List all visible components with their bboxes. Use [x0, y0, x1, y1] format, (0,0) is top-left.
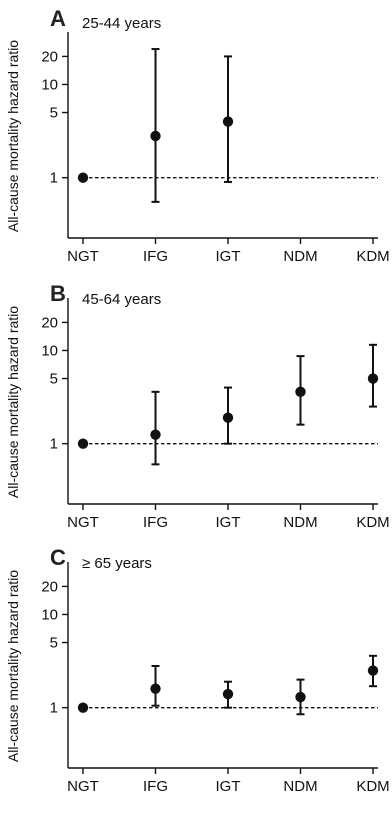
x-tick-label: IFG	[143, 514, 168, 531]
y-axis-label: All-cause mortality hazard ratio	[5, 40, 21, 232]
panel-a: A 25-44 years All-cause mortality hazard…	[5, 6, 390, 265]
x-tick-label: IFG	[143, 248, 168, 265]
y-tick-label: 20	[41, 48, 58, 65]
data-marks	[77, 343, 379, 466]
data-point	[77, 702, 89, 713]
y-tick-label: 5	[50, 105, 58, 122]
x-tick-label: NGT	[67, 778, 99, 795]
data-marks	[77, 654, 379, 716]
x-tick-label: IFG	[143, 778, 168, 795]
data-point	[222, 412, 234, 423]
x-tick-label: NGT	[67, 248, 99, 265]
x-tick-label: KDM	[356, 778, 389, 795]
x-axis: NGT IFG IGT NDM KDM	[67, 237, 390, 265]
panel-letter: B	[50, 281, 66, 306]
data-point	[150, 130, 161, 142]
data-point	[150, 683, 161, 694]
data-point	[222, 116, 234, 127]
y-axis: 1 5 10 20	[41, 32, 69, 238]
y-axis: 1 5 10 20	[41, 562, 69, 768]
y-tick-label: 10	[41, 76, 58, 93]
y-tick-label: 20	[41, 578, 58, 595]
x-tick-label: NDM	[283, 248, 317, 265]
panel-letter: C	[50, 545, 66, 570]
data-point	[222, 688, 234, 700]
y-tick-label: 10	[41, 342, 58, 359]
data-point	[367, 665, 379, 676]
x-tick-label: NDM	[283, 514, 317, 531]
x-tick-label: NGT	[67, 514, 99, 531]
x-tick-label: KDM	[356, 514, 389, 531]
data-point	[150, 429, 161, 440]
panel-c: C ≥ 65 years All-cause mortality hazard …	[5, 545, 390, 795]
y-axis-label: All-cause mortality hazard ratio	[5, 306, 21, 498]
y-axis: 1 5 10 20	[41, 298, 69, 504]
x-axis: NGT IFG IGT NDM KDM	[67, 767, 390, 795]
data-point	[77, 438, 89, 449]
x-tick-label: IGT	[216, 248, 241, 265]
panel-b: B 45-64 years All-cause mortality hazard…	[5, 281, 390, 531]
panel-subtitle: 45-64 years	[82, 291, 161, 308]
x-tick-label: KDM	[356, 248, 389, 265]
y-tick-label: 5	[50, 371, 58, 388]
x-tick-label: IGT	[216, 778, 241, 795]
x-axis: NGT IFG IGT NDM KDM	[67, 503, 390, 531]
y-tick-label: 20	[41, 314, 58, 331]
panel-subtitle: ≥ 65 years	[82, 555, 152, 572]
y-tick-label: 1	[50, 700, 58, 717]
x-tick-label: IGT	[216, 514, 241, 531]
y-tick-label: 10	[41, 606, 58, 623]
y-tick-label: 1	[50, 170, 58, 187]
y-tick-label: 1	[50, 436, 58, 453]
data-point	[77, 172, 89, 183]
y-tick-label: 5	[50, 635, 58, 652]
data-point	[295, 691, 306, 703]
y-axis-label: All-cause mortality hazard ratio	[5, 570, 21, 762]
data-point	[367, 373, 379, 384]
data-marks	[77, 48, 378, 203]
x-tick-label: NDM	[283, 778, 317, 795]
data-point	[295, 386, 306, 398]
panel-letter: A	[50, 6, 66, 31]
panel-subtitle: 25-44 years	[82, 15, 161, 32]
